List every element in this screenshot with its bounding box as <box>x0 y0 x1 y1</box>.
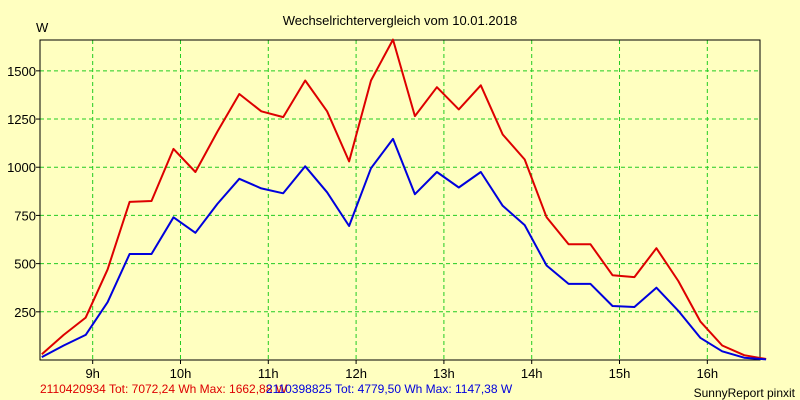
series-lines <box>41 38 767 361</box>
x-tick-label: 13h <box>433 366 455 381</box>
y-tick-label: 1500 <box>7 64 36 79</box>
chart-title: Wechselrichtervergleich vom 10.01.2018 <box>283 13 518 28</box>
y-axis-label: W <box>36 20 49 35</box>
x-tick-label: 16h <box>696 366 718 381</box>
plot-frame <box>39 39 761 361</box>
x-tick-label: 10h <box>170 366 192 381</box>
y-tick-label: 750 <box>14 208 36 223</box>
legend-series-2: 2110398825 Tot: 4779,50 Wh Max: 1147,38 … <box>266 382 513 396</box>
x-tick-label: 14h <box>521 366 543 381</box>
x-tick-label: 11h <box>258 366 279 381</box>
series-line-1 <box>41 38 767 360</box>
series-line-2 <box>41 137 767 361</box>
legend-series-1: 2110420934 Tot: 7072,24 Wh Max: 1662,88 … <box>40 382 288 396</box>
y-tick-label: 500 <box>14 257 36 272</box>
y-tick-label: 1000 <box>7 160 36 175</box>
x-tick-label: 9h <box>85 366 99 381</box>
y-tick-label: 1250 <box>7 112 36 127</box>
x-tick-label: 15h <box>609 366 631 381</box>
x-tick-label: 12h <box>345 366 367 381</box>
y-tick-labels: 250 500 750 1000 1250 1500 <box>7 64 36 320</box>
axes <box>36 39 761 364</box>
credit-text: SunnyReport pinxit <box>694 386 796 400</box>
y-tick-label: 250 <box>14 305 36 320</box>
x-tick-labels: 9h 10h 11h 12h 13h 14h 15h 16h <box>85 366 718 381</box>
